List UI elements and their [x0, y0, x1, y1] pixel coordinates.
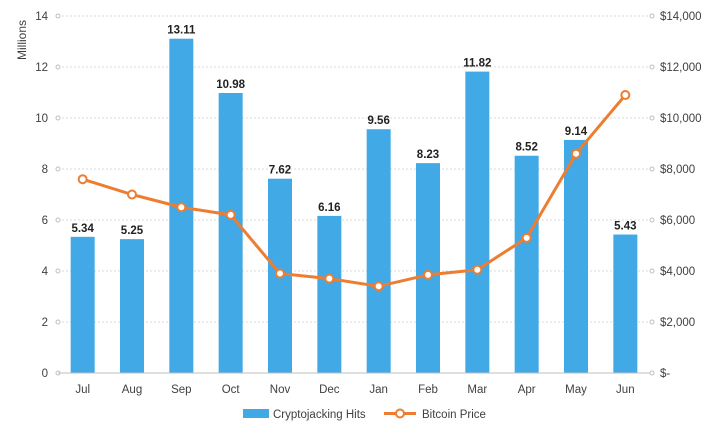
x-tick-label: Jul: [75, 384, 90, 396]
legend-item-cryptojacking-hits[interactable]: Cryptojacking Hits: [243, 409, 366, 421]
legend-swatch-bar: [243, 409, 269, 418]
bar-data-label: 11.82: [463, 58, 491, 70]
y-axis-label: Millions: [15, 20, 29, 60]
legend-label-bitcoin-price: Bitcoin Price: [422, 409, 486, 421]
bar-data-label: 13.11: [167, 25, 196, 37]
line-point: [571, 148, 581, 159]
bitcoin-price-line: [77, 90, 631, 292]
left-axis: 0 2 4 6 8 10 12 14: [35, 11, 61, 380]
bar-labels: 5.34 5.25 13.11 10.98 7.62 6.16 9.56 8.23 11.82 8…: [71, 25, 636, 237]
bar: [120, 239, 144, 373]
y-left-tick-label: 14: [35, 11, 48, 23]
x-tick-label: Aug: [122, 384, 142, 396]
y-right-tick-label: $2,000: [660, 317, 695, 329]
gridlines: [58, 15, 650, 323]
bar: [514, 155, 539, 373]
bar: [366, 129, 391, 373]
bar: [70, 236, 95, 373]
bar-data-label: 6.16: [318, 202, 340, 214]
y-right-tick-label: $8,000: [660, 164, 695, 176]
line-point: [423, 269, 433, 280]
bar: [613, 234, 638, 373]
y-right-tick-marker: [649, 217, 655, 223]
y-left-tick-label: 4: [42, 266, 49, 278]
y-left-tick-marker: [55, 319, 61, 325]
bar-data-label: 8.52: [515, 142, 537, 154]
y-left-tick-marker: [55, 13, 61, 19]
bar-data-label: 5.34: [71, 223, 94, 235]
line-point: [521, 232, 532, 243]
y-right-tick-marker: [649, 64, 655, 70]
line-point: [324, 273, 335, 284]
line-point: [275, 268, 285, 279]
y-left-tick-marker: [55, 115, 61, 121]
y-left-tick-label: 2: [42, 317, 48, 329]
y-right-tick-marker: [649, 13, 655, 19]
x-tick-label: May: [565, 384, 587, 396]
y-left-tick-label: 8: [42, 164, 48, 176]
y-right-tick-label: $14,000: [660, 11, 702, 23]
line-point: [620, 90, 631, 101]
y-left-tick-label: 6: [42, 215, 48, 227]
line-point: [373, 281, 384, 292]
y-left-tick-label: 0: [42, 368, 48, 380]
y-left-tick-marker: [55, 166, 61, 172]
bitcoin-price-polyline: [82, 94, 627, 288]
right-axis: $- $2,000 $4,000 $6,000 $8,000 $10,000 $12,000…: [649, 11, 702, 380]
bar-data-label: 9.56: [367, 115, 389, 127]
x-tick-label: Jun: [616, 384, 635, 396]
bar: [465, 71, 490, 373]
y-left-tick-marker: [55, 268, 61, 274]
legend-item-bitcoin-price[interactable]: Bitcoin Price: [384, 408, 486, 421]
x-tick-label: Sep: [171, 384, 191, 396]
line-point: [225, 209, 236, 220]
line-point: [176, 202, 187, 213]
legend-swatch-marker: [395, 408, 405, 419]
legend-label-cryptojacking-hits: Cryptojacking Hits: [273, 409, 366, 421]
line-point: [127, 189, 137, 200]
legend: Cryptojacking Hits Bitcoin Price: [243, 408, 486, 421]
line-point: [472, 264, 483, 275]
y-right-tick-label: $-: [660, 368, 670, 380]
y-right-tick-marker: [649, 370, 655, 376]
bar-data-label: 10.98: [216, 79, 245, 91]
bar: [416, 163, 440, 373]
y-left-tick-label: 12: [35, 62, 48, 74]
y-right-tick-marker: [649, 319, 655, 325]
bar-data-label: 5.25: [121, 225, 144, 237]
x-axis: Jul Aug Sep Oct Nov Dec Jan Feb Mar Apr May Jun: [58, 372, 650, 396]
line-point: [77, 174, 88, 185]
bar: [317, 215, 342, 373]
bar-data-label: 9.14: [565, 126, 588, 138]
x-tick-label: Dec: [319, 384, 340, 396]
y-right-tick-label: $6,000: [660, 215, 695, 227]
y-left-tick-marker: [55, 217, 61, 223]
y-left-tick-label: 10: [35, 113, 48, 125]
bar: [218, 93, 243, 373]
x-tick-label: Mar: [467, 384, 487, 396]
y-right-tick-label: $10,000: [660, 113, 702, 125]
y-right-tick-label: $12,000: [660, 62, 702, 74]
bar-data-label: 5.43: [614, 221, 636, 233]
x-tick-label: Oct: [222, 384, 241, 396]
bars: [70, 38, 638, 373]
bar: [564, 139, 588, 373]
bar-data-label: 7.62: [269, 165, 291, 177]
y-right-tick-marker: [649, 268, 655, 274]
x-tick-label: Jan: [369, 384, 388, 396]
y-right-tick-label: $4,000: [660, 266, 695, 278]
bar-data-label: 8.23: [417, 149, 439, 161]
y-right-tick-marker: [649, 115, 655, 121]
y-left-tick-marker: [55, 64, 61, 70]
y-right-tick-marker: [649, 166, 655, 172]
x-tick-label: Feb: [418, 384, 438, 396]
x-tick-label: Apr: [518, 384, 536, 396]
x-tick-label: Nov: [270, 384, 291, 396]
